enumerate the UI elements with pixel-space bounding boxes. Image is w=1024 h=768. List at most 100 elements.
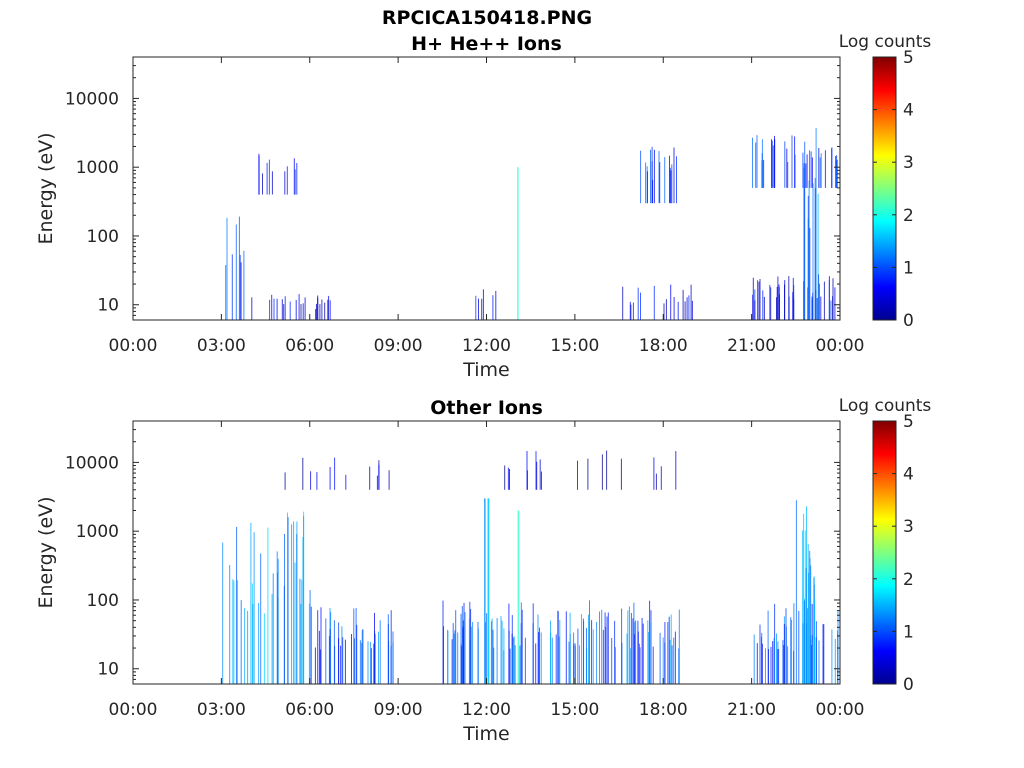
data-streak bbox=[784, 284, 785, 320]
data-streak bbox=[569, 612, 571, 684]
data-streak bbox=[814, 177, 816, 320]
data-streak bbox=[763, 159, 765, 188]
data-streak bbox=[236, 580, 238, 684]
data-streak bbox=[836, 159, 837, 188]
data-streak bbox=[521, 609, 523, 684]
data-streak bbox=[615, 647, 616, 684]
data-streak bbox=[803, 513, 805, 684]
y-tick-label: 100 bbox=[87, 591, 119, 611]
data-streak bbox=[309, 590, 311, 684]
y-tick-label: 1000 bbox=[76, 522, 119, 542]
data-streak bbox=[239, 255, 241, 320]
data-streak bbox=[630, 648, 632, 684]
data-streak bbox=[635, 620, 637, 684]
data-streak bbox=[287, 517, 289, 684]
data-streak bbox=[517, 510, 519, 684]
data-streak bbox=[540, 632, 542, 684]
data-streak bbox=[811, 157, 813, 188]
data-streak bbox=[752, 137, 753, 188]
data-streak bbox=[785, 626, 787, 684]
data-streak bbox=[267, 527, 269, 684]
data-streak bbox=[599, 611, 600, 684]
data-streak bbox=[646, 171, 648, 204]
data-streak bbox=[526, 451, 528, 490]
data-streak bbox=[271, 294, 273, 320]
data-streak bbox=[658, 151, 660, 204]
data-streak bbox=[370, 642, 372, 684]
data-streak bbox=[461, 646, 462, 684]
colorbar-tick-label: 5 bbox=[903, 48, 914, 68]
data-streak bbox=[667, 622, 669, 684]
data-streak bbox=[673, 637, 675, 684]
data-streak bbox=[647, 620, 649, 684]
data-streak bbox=[231, 254, 233, 320]
data-streak bbox=[649, 600, 651, 684]
data-streak bbox=[784, 141, 786, 188]
data-streak bbox=[484, 498, 486, 684]
data-streak bbox=[470, 626, 472, 684]
x-tick-label: 12:00 bbox=[462, 700, 511, 720]
data-streak bbox=[790, 617, 792, 684]
data-streak bbox=[573, 644, 575, 684]
data-streak bbox=[809, 558, 811, 684]
data-streak bbox=[630, 613, 632, 684]
x-tick-label: 15:00 bbox=[550, 336, 599, 356]
x-tick-label: 21:00 bbox=[727, 336, 776, 356]
data-streak bbox=[668, 616, 670, 684]
data-streak bbox=[284, 171, 286, 195]
chart-title: H+ He++ Ions bbox=[411, 33, 562, 55]
data-streak bbox=[225, 265, 227, 320]
data-streak bbox=[508, 630, 510, 684]
data-streak bbox=[659, 162, 661, 204]
data-streaks bbox=[225, 127, 838, 321]
data-streak bbox=[294, 169, 296, 195]
data-streak bbox=[676, 156, 677, 204]
x-tick-label: 00:00 bbox=[816, 336, 865, 356]
data-streak bbox=[308, 603, 310, 684]
data-streak bbox=[286, 166, 288, 195]
data-streak bbox=[251, 583, 253, 684]
data-streak bbox=[645, 162, 647, 204]
data-streak bbox=[345, 474, 347, 490]
data-streak bbox=[792, 294, 794, 320]
data-streak bbox=[240, 600, 242, 684]
data-streak bbox=[390, 610, 392, 684]
x-tick-label: 00:00 bbox=[816, 700, 865, 720]
data-streak bbox=[319, 649, 321, 684]
data-streak bbox=[650, 622, 652, 684]
data-streak bbox=[630, 304, 632, 320]
data-streak bbox=[310, 606, 312, 684]
data-streak bbox=[791, 135, 793, 188]
data-streak bbox=[334, 457, 336, 490]
data-streak bbox=[809, 150, 810, 188]
data-streak bbox=[240, 262, 242, 320]
data-streak bbox=[782, 640, 784, 684]
data-streak bbox=[834, 287, 836, 320]
data-streak bbox=[771, 139, 772, 188]
data-streak bbox=[620, 458, 622, 490]
data-streak bbox=[269, 299, 271, 320]
data-streak bbox=[579, 645, 580, 684]
data-streak bbox=[810, 151, 812, 188]
data-streak bbox=[650, 149, 651, 204]
data-streak bbox=[592, 629, 594, 684]
data-streak bbox=[769, 284, 771, 320]
data-streak bbox=[359, 640, 361, 684]
data-streak bbox=[233, 580, 235, 684]
data-streak bbox=[472, 622, 474, 684]
data-streak bbox=[492, 295, 494, 320]
data-streak bbox=[642, 623, 644, 684]
data-streak bbox=[627, 610, 629, 684]
data-streak bbox=[324, 302, 326, 320]
data-streak bbox=[518, 510, 520, 684]
data-streak bbox=[669, 639, 671, 684]
data-streak bbox=[688, 295, 690, 320]
data-streak bbox=[776, 297, 777, 320]
data-streak bbox=[551, 637, 553, 684]
data-streak bbox=[328, 636, 330, 684]
data-streak bbox=[811, 640, 813, 684]
data-streak bbox=[260, 553, 262, 684]
data-streak bbox=[236, 526, 238, 684]
data-streak bbox=[762, 290, 764, 320]
data-streak bbox=[243, 250, 245, 320]
